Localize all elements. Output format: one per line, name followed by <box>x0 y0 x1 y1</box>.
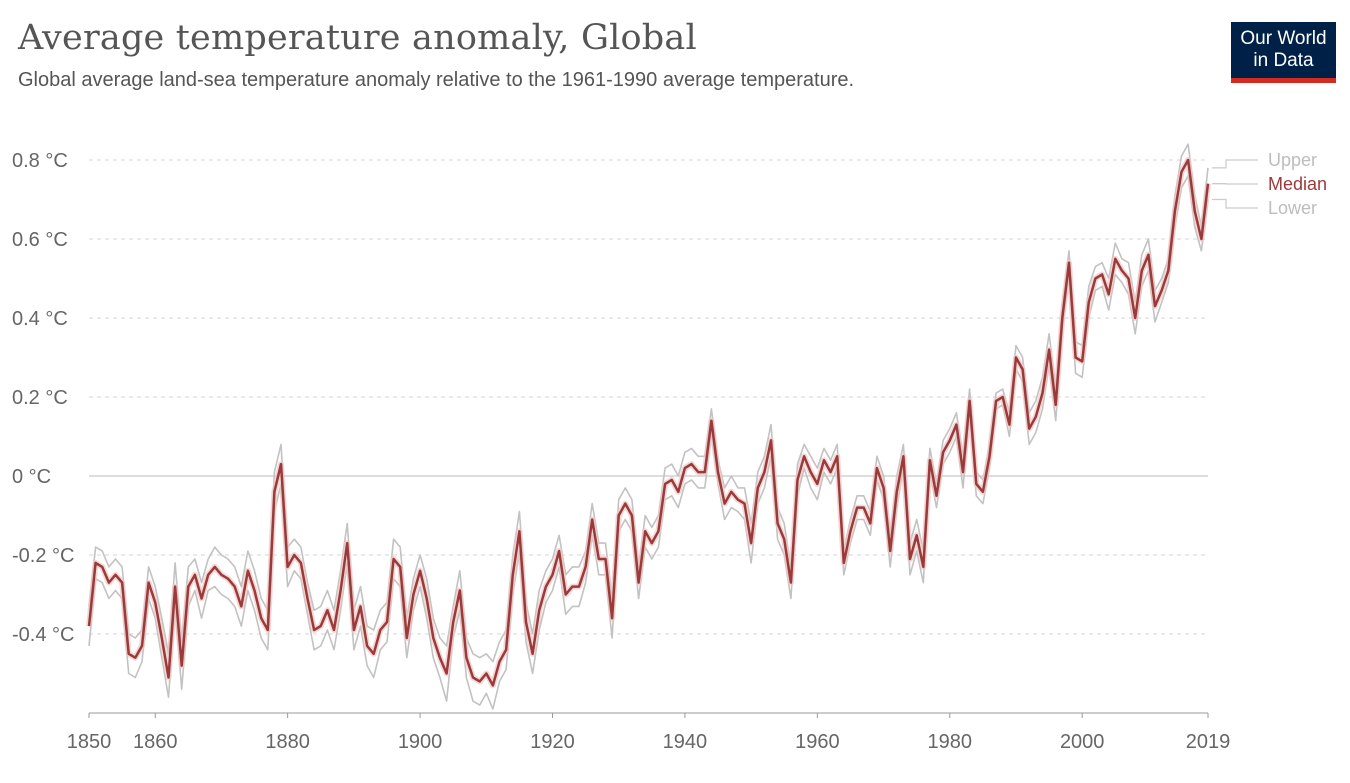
x-tick-label: 2000 <box>1060 731 1105 753</box>
x-tick-label: 1860 <box>133 731 178 753</box>
legend-connector <box>1212 198 1258 209</box>
series-median-halo <box>86 157 1211 689</box>
x-tick-label: 1980 <box>928 731 973 753</box>
chart-subtitle: Global average land-sea temperature anom… <box>18 69 855 91</box>
y-tick-label: 0 °C <box>12 466 51 488</box>
x-tick-label: 1900 <box>398 731 443 753</box>
x-tick-label: 1850 <box>67 731 112 753</box>
legend: Upper Median Lower <box>1212 150 1327 218</box>
x-axis: 1850 1860 1880 1900 1920 1940 1960 1980 2000 2019 <box>67 712 1231 753</box>
y-tick-label: -0.2 °C <box>12 545 74 567</box>
our-world-in-data-logo[interactable]: Our World in Data <box>1231 22 1336 83</box>
legend-label-upper[interactable]: Upper <box>1268 150 1317 170</box>
series-line-median[interactable] <box>87 158 1210 687</box>
chart-title: Average temperature anomaly, Global <box>18 18 697 58</box>
x-tick-label: 1880 <box>265 731 310 753</box>
series-line-upper[interactable] <box>88 143 1209 663</box>
y-tick-label: 0.2 °C <box>12 387 68 409</box>
legend-connector <box>1212 159 1258 169</box>
logo-line-2: in Data <box>1253 50 1314 71</box>
y-axis: -0.4 °C -0.2 °C 0 °C 0.2 °C 0.4 °C 0.6 °C 0.8 … <box>12 150 74 646</box>
x-tick-label: 1940 <box>663 731 708 753</box>
logo-line-1: Our World <box>1240 28 1327 49</box>
x-tick-label: 2019 <box>1186 731 1231 753</box>
y-tick-label: 0.6 °C <box>12 229 68 251</box>
series-line-lower[interactable] <box>88 175 1209 710</box>
y-tick-label: 0.8 °C <box>12 150 68 172</box>
legend-label-lower[interactable]: Lower <box>1268 198 1317 218</box>
x-tick-label: 1960 <box>795 731 840 753</box>
legend-label-median[interactable]: Median <box>1268 174 1327 194</box>
y-tick-label: -0.4 °C <box>12 624 74 646</box>
x-tick-label: 1920 <box>530 731 575 753</box>
series-layer <box>86 143 1211 710</box>
y-tick-label: 0.4 °C <box>12 308 68 330</box>
